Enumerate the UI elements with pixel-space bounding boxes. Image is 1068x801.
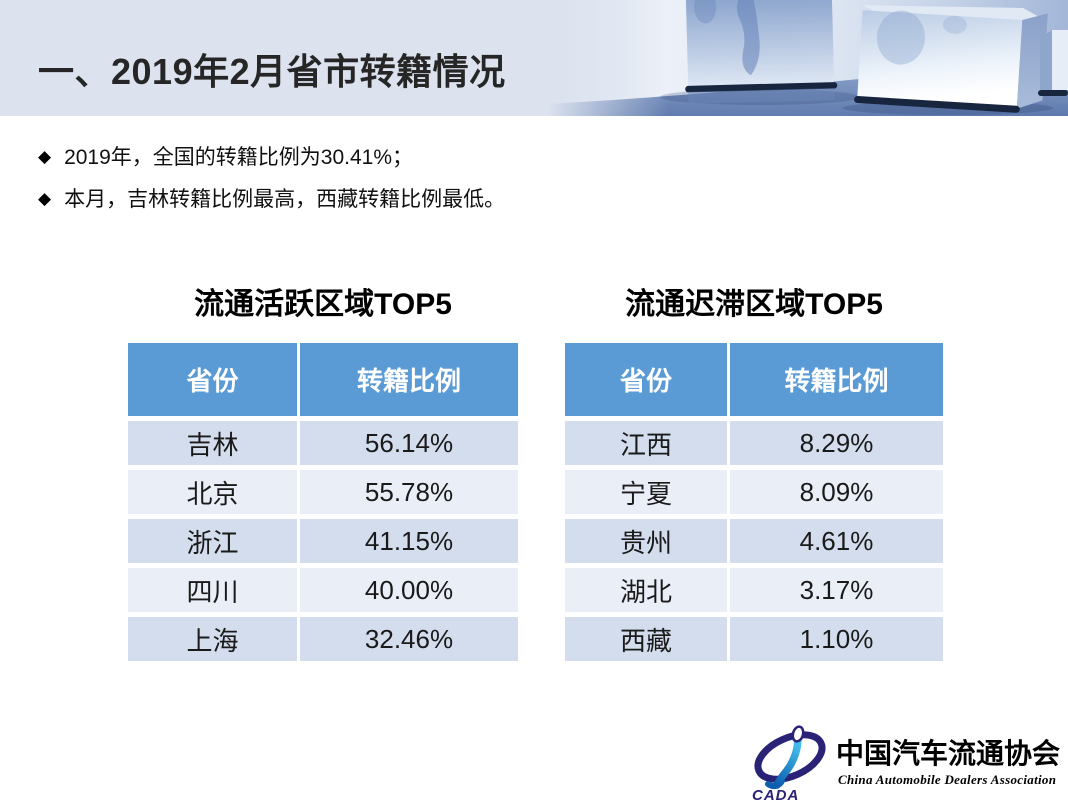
ratio-cell: 3.17% xyxy=(730,568,943,612)
ratio-cell: 55.78% xyxy=(300,470,518,514)
province-cell: 四川 xyxy=(128,568,297,612)
cubes-photo xyxy=(548,0,1068,116)
province-cell: 西藏 xyxy=(565,617,727,661)
diamond-bullet-icon: ◆ xyxy=(38,146,52,166)
province-cell: 贵州 xyxy=(565,519,727,563)
bullet-text: 本月，吉林转籍比例最高，西藏转籍比例最低。 xyxy=(64,188,506,211)
province-cell: 浙江 xyxy=(128,519,297,563)
bullet-item: ◆ 2019年，全国的转籍比例为30.41%； xyxy=(38,141,413,171)
ratio-cell: 8.29% xyxy=(730,421,943,465)
ratio-cell: 8.09% xyxy=(730,470,943,514)
table-title-sluggish-regions: 流通迟滞区域TOP5 xyxy=(625,288,883,321)
table-title-active-regions: 流通活跃区域TOP5 xyxy=(194,288,452,321)
ratio-cell: 32.46% xyxy=(300,617,518,661)
bullet-item: ◆ 本月，吉林转籍比例最高，西藏转籍比例最低。 xyxy=(38,183,505,213)
cada-logo: CADA 中国汽车流通协会 China Automobile Dealers A… xyxy=(750,722,1068,801)
province-cell: 北京 xyxy=(128,470,297,514)
ratio-cell: 40.00% xyxy=(300,568,518,612)
diamond-bullet-icon: ◆ xyxy=(38,188,52,208)
province-cell: 宁夏 xyxy=(565,470,727,514)
header-banner xyxy=(0,0,1068,116)
logo-name-chinese: 中国汽车流通协会 xyxy=(836,739,1061,770)
province-cell: 吉林 xyxy=(128,421,297,465)
bullet-text: 2019年，全国的转籍比例为30.41%； xyxy=(64,146,414,169)
ratio-cell: 4.61% xyxy=(730,519,943,563)
column-header-province: 省份 xyxy=(128,343,297,416)
column-header-ratio: 转籍比例 xyxy=(300,343,518,416)
ratio-cell: 41.15% xyxy=(300,519,518,563)
page-title: 一、2019年2月省市转籍情况 xyxy=(38,51,506,92)
ratio-cell: 56.14% xyxy=(300,421,518,465)
ratio-cell: 1.10% xyxy=(730,617,943,661)
active-regions-table: 省份 转籍比例 吉林 56.14% 北京 55.78% 浙江 41.15% 四川… xyxy=(128,343,518,661)
province-cell: 上海 xyxy=(128,617,297,661)
logo-acronym: CADA xyxy=(752,787,799,801)
sluggish-regions-table: 省份 转籍比例 江西 8.29% 宁夏 8.09% 贵州 4.61% 湖北 3.… xyxy=(565,343,943,661)
column-header-ratio: 转籍比例 xyxy=(730,343,943,416)
column-header-province: 省份 xyxy=(565,343,727,416)
province-cell: 江西 xyxy=(565,421,727,465)
province-cell: 湖北 xyxy=(565,568,727,612)
logo-name-english: China Automobile Dealers Association xyxy=(838,772,1057,787)
cada-emblem-icon: CADA xyxy=(752,725,826,801)
